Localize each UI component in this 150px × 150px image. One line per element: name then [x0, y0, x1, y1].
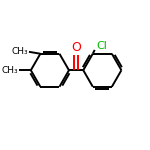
Text: Cl: Cl [97, 41, 108, 51]
Text: CH₃: CH₃ [11, 47, 28, 56]
Text: CH₃: CH₃ [2, 66, 18, 75]
Text: O: O [71, 41, 81, 54]
